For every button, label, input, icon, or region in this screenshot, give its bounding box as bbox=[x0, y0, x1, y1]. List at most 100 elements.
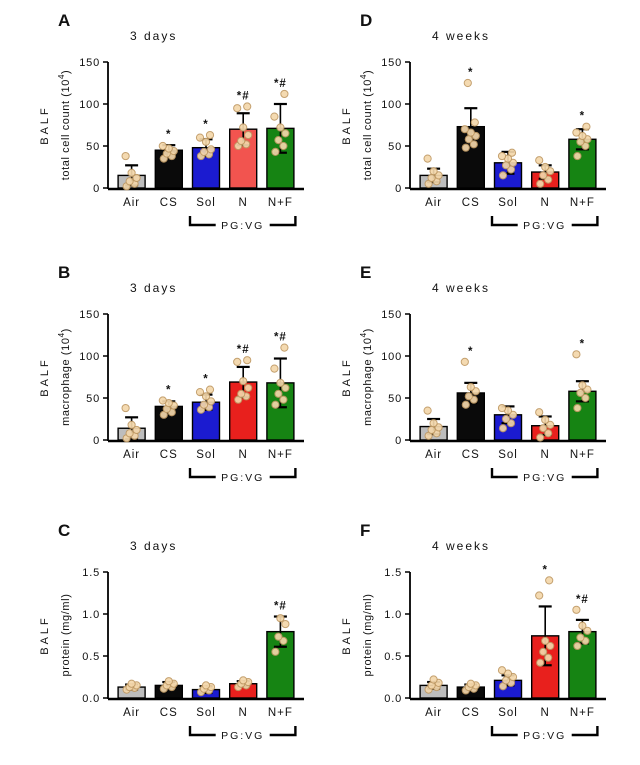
data-point bbox=[572, 605, 581, 614]
data-point bbox=[274, 136, 283, 145]
bracket-label: PG:VG bbox=[221, 220, 264, 232]
data-point bbox=[427, 173, 436, 183]
data-point bbox=[206, 145, 216, 154]
x-category-label: N+F bbox=[268, 707, 293, 719]
data-point bbox=[206, 397, 216, 406]
data-point bbox=[127, 420, 136, 429]
data-point bbox=[121, 403, 130, 413]
y-tick-label: 0 bbox=[93, 183, 100, 195]
y-tick-label: 1.5 bbox=[82, 567, 100, 579]
x-category-label: Sol bbox=[498, 197, 518, 209]
data-point bbox=[205, 385, 215, 394]
data-point bbox=[503, 669, 513, 678]
data-point bbox=[280, 343, 289, 352]
data-point bbox=[237, 389, 246, 398]
data-point bbox=[280, 89, 289, 99]
y-tick-label: 100 bbox=[381, 351, 402, 363]
bracket-left bbox=[188, 216, 216, 227]
significance-label: *# bbox=[274, 332, 287, 344]
y-tick-label: 0.5 bbox=[82, 651, 100, 663]
bracket-left bbox=[188, 468, 216, 479]
data-point bbox=[576, 388, 585, 398]
data-point bbox=[497, 403, 507, 413]
significance-label: * bbox=[203, 374, 208, 386]
data-point bbox=[466, 382, 475, 392]
y-tick-label: 100 bbox=[79, 99, 100, 111]
data-point bbox=[239, 676, 248, 685]
y-tick-label: 100 bbox=[79, 351, 100, 363]
panel-e: E 4 weeks 0 50 100 150 BALF macrophage (104) Air… bbox=[322, 252, 620, 507]
data-point bbox=[237, 136, 246, 146]
y-axis-label-line2: total cell count (104) bbox=[359, 70, 374, 181]
panel-d: D 4 weeks 0 50 100 150 BALF total cell count (1… bbox=[322, 0, 620, 255]
y-axis-label-line2: total cell count (104) bbox=[57, 70, 72, 181]
y-axis-label-line2: protein (mg/ml) bbox=[362, 594, 374, 677]
bracket-left bbox=[188, 726, 216, 737]
data-point bbox=[466, 679, 475, 688]
data-point bbox=[270, 364, 279, 373]
panel-d-chart: D 4 weeks 0 50 100 150 BALF total cell count (1… bbox=[341, 11, 606, 232]
y-axis-label-line1: BALF bbox=[39, 105, 51, 145]
data-point bbox=[501, 161, 511, 170]
data-point bbox=[276, 614, 285, 623]
x-category-label: CS bbox=[160, 449, 178, 461]
panel-label: E bbox=[360, 263, 371, 282]
significance-label: * bbox=[580, 338, 585, 350]
data-point bbox=[573, 151, 582, 161]
x-category-label: N bbox=[239, 449, 248, 461]
data-point bbox=[541, 636, 550, 645]
data-point bbox=[271, 647, 280, 656]
data-point bbox=[423, 406, 432, 415]
data-point bbox=[429, 675, 438, 684]
panel-title: 3 days bbox=[130, 281, 177, 295]
data-point bbox=[461, 143, 470, 152]
x-category-label: Air bbox=[123, 449, 140, 461]
x-category-label: Sol bbox=[498, 707, 518, 719]
data-point bbox=[276, 123, 285, 132]
data-point bbox=[583, 626, 592, 635]
data-point bbox=[544, 429, 553, 438]
data-point bbox=[125, 429, 134, 438]
x-category-label: N bbox=[541, 197, 550, 209]
data-point bbox=[243, 356, 252, 365]
data-point bbox=[244, 383, 253, 393]
x-category-label: N+F bbox=[268, 197, 293, 209]
data-point bbox=[132, 425, 141, 435]
data-point bbox=[199, 147, 209, 156]
panel-c: C 3 days 0.0 0.5 1.0 1.5 BALF protein (mg/ml) Ai… bbox=[20, 510, 318, 765]
panel-label: D bbox=[360, 11, 372, 30]
panel-title: 3 days bbox=[130, 29, 177, 43]
x-category-label: Air bbox=[425, 449, 442, 461]
bracket-right bbox=[269, 468, 297, 479]
data-point bbox=[541, 415, 550, 424]
data-point bbox=[233, 357, 242, 366]
y-tick-label: 50 bbox=[388, 141, 402, 153]
data-point bbox=[535, 156, 544, 165]
y-tick-label: 1.5 bbox=[384, 567, 402, 579]
panel-title: 3 days bbox=[130, 539, 177, 553]
data-point bbox=[546, 420, 555, 429]
y-tick-label: 150 bbox=[381, 309, 402, 321]
bracket-right bbox=[269, 726, 297, 737]
panel-label: A bbox=[58, 11, 70, 30]
panel-c-chart: C 3 days 0.0 0.5 1.0 1.5 BALF protein (mg/ml) Ai… bbox=[39, 521, 304, 742]
y-tick-label: 150 bbox=[79, 309, 100, 321]
data-point bbox=[239, 377, 248, 386]
bracket-right bbox=[269, 216, 297, 227]
x-category-label: CS bbox=[462, 449, 480, 461]
y-tick-label: 0.0 bbox=[82, 693, 100, 705]
data-point bbox=[195, 133, 205, 142]
y-axis-label-line1: BALF bbox=[341, 615, 353, 655]
panel-e-chart: E 4 weeks 0 50 100 150 BALF macrophage (104) Air… bbox=[341, 263, 606, 484]
y-tick-label: 150 bbox=[381, 57, 402, 69]
data-point bbox=[581, 393, 590, 403]
data-point bbox=[464, 392, 473, 401]
data-point bbox=[536, 658, 545, 667]
significance-label: * bbox=[580, 111, 585, 123]
data-point bbox=[544, 653, 553, 662]
significance-label: *# bbox=[576, 594, 589, 606]
data-point bbox=[498, 424, 508, 433]
data-point bbox=[270, 112, 279, 121]
data-point bbox=[541, 162, 550, 172]
data-point bbox=[582, 122, 591, 131]
